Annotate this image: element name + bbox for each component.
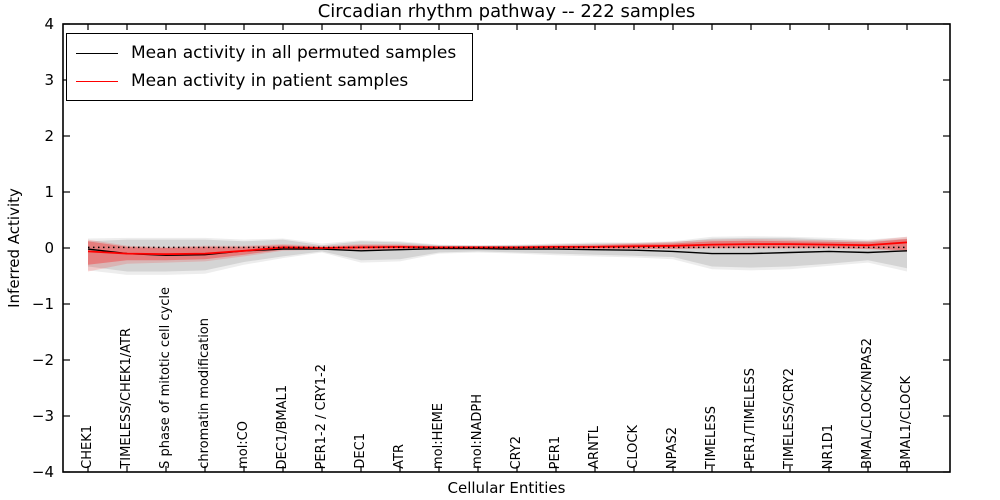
series-line-patient [87,241,908,256]
legend-item-patient: Mean activity in patient samples [76,69,456,93]
x-tick-label: BMAL/CLOCK/NPAS2 [860,338,875,469]
y-tick-label: −1 [32,295,54,313]
x-tick-label: DEC1 [353,433,368,469]
legend-line-permuted [76,52,118,54]
y-tick-label: 4 [44,15,54,33]
x-tick-label: CRY2 [509,435,524,470]
x-tick-label: NR1D1 [821,423,836,469]
legend-label-permuted: Mean activity in all permuted samples [131,43,457,63]
y-axis-label: Inferred Activity [5,188,23,308]
band-permuted-band-inner [88,237,907,272]
legend-item-permuted: Mean activity in all permuted samples [76,41,456,65]
x-tick-label: DEC1/BMAL1 [275,384,290,470]
y-tick-label: 1 [44,183,54,201]
x-tick-label: TIMELESS/CRY2 [782,367,797,469]
x-tick-label: PER1/TIMELESS [743,368,758,469]
legend-line-patient [76,80,118,82]
y-tick-label: −3 [32,407,54,425]
x-tick-label: ATR [392,444,407,469]
x-tick-label: TIMELESS [704,405,719,469]
x-tick-label: TIMELESS/CHEK1/ATR [119,328,134,469]
x-tick-label: PER1-2 / CRY1-2 [314,363,329,469]
x-tick-label: mol:NADPH [470,394,485,469]
x-tick-label: ARNTL [587,426,602,469]
x-tick-label: chromatin modification [197,318,212,469]
x-tick-label: CHEK1 [80,425,95,469]
x-tick-label: NPAS2 [665,426,680,469]
y-tick-label: −2 [32,351,54,369]
y-tick-label: 3 [44,71,54,89]
x-tick-label: mol:HEME [431,402,446,469]
legend: Mean activity in all permuted samples Me… [66,33,474,101]
y-tick-label: 2 [44,127,54,145]
x-tick-label: S phase of mitotic cell cycle [158,287,173,469]
x-tick-label: mol:CO [236,421,251,469]
x-tick-label: PER1 [548,435,563,469]
chart-title: Circadian rhythm pathway -- 222 samples [317,1,696,22]
x-tick-label: CLOCK [626,425,641,469]
legend-label-patient: Mean activity in patient samples [131,71,409,91]
x-axis-label: Cellular Entities [447,479,566,497]
y-tick-label: 0 [44,239,54,257]
x-tick-label: BMAL1/CLOCK [899,376,914,469]
y-tick-label: −4 [32,463,54,481]
band-permuted-band-outer [88,236,907,275]
